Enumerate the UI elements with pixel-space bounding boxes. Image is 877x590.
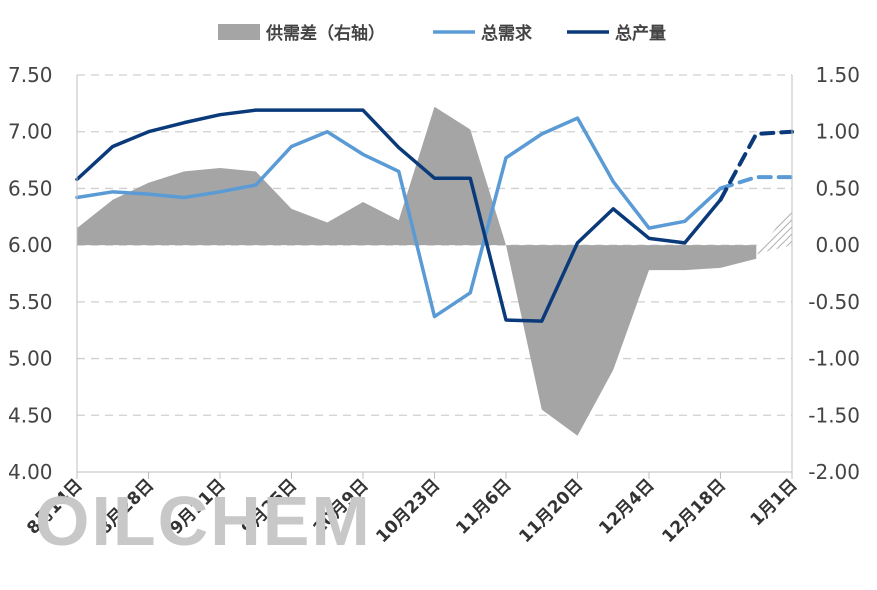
x-tick-label: 12月4日 <box>595 475 658 538</box>
x-tick-label: 11月20日 <box>515 475 587 547</box>
x-tick-label: 1月1日 <box>747 475 802 530</box>
y-right-tick-label: 1.00 <box>815 120 860 144</box>
y-right-tick-label: 0.50 <box>815 176 860 200</box>
legend: 供需差（右轴） 总需求 总产量 <box>218 23 666 44</box>
supply-demand-gap-area <box>77 106 792 436</box>
y-right-tick-label: -1.00 <box>808 347 860 371</box>
legend-item-production: 总产量 <box>567 23 666 44</box>
y-left-tick-label: 6.00 <box>8 233 53 257</box>
y-right-tick-label: -1.50 <box>808 403 860 427</box>
legend-label-gap: 供需差（右轴） <box>265 23 385 44</box>
y-left-tick-label: 7.00 <box>8 120 53 144</box>
y-left-tick-label: 5.00 <box>8 347 53 371</box>
x-tick-label: 12月18日 <box>658 475 730 547</box>
y-left-tick-label: 4.00 <box>8 460 53 484</box>
right-axis-tick-labels: -2.00 -1.50 -1.00 -0.50 0.00 0.50 1.00 1.50 <box>808 63 860 484</box>
legend-label-demand: 总需求 <box>481 23 532 44</box>
legend-item-gap: 供需差（右轴） <box>218 23 385 44</box>
watermark-text: OILCHEM <box>35 482 372 560</box>
legend-label-production: 总产量 <box>615 23 666 44</box>
y-right-tick-label: -0.50 <box>808 290 860 314</box>
line-production <box>75 108 723 323</box>
line-demand-forecast <box>718 175 794 191</box>
axes <box>76 75 793 479</box>
y-left-tick-label: 6.50 <box>8 176 53 200</box>
y-left-tick-label: 7.50 <box>8 63 53 87</box>
legend-item-demand: 总需求 <box>433 23 532 44</box>
y-right-tick-label: -2.00 <box>808 460 860 484</box>
demand-production-lines <box>75 108 794 323</box>
line-demand <box>75 116 723 319</box>
x-tick-label: 11月6日 <box>452 475 515 538</box>
line-production-forecast <box>718 129 794 202</box>
legend-swatch-gap <box>218 24 260 40</box>
y-right-tick-label: 1.50 <box>815 63 860 87</box>
x-tick-label: 10月23日 <box>372 475 444 547</box>
area-gap <box>77 106 757 436</box>
left-axis-tick-labels: 4.00 4.50 5.00 5.50 6.00 6.50 7.00 7.50 <box>8 63 53 484</box>
area-gap-forecast <box>756 206 792 255</box>
y-right-tick-label: 0.00 <box>815 233 860 257</box>
y-left-tick-label: 5.50 <box>8 290 53 314</box>
y-left-tick-label: 4.50 <box>8 403 53 427</box>
